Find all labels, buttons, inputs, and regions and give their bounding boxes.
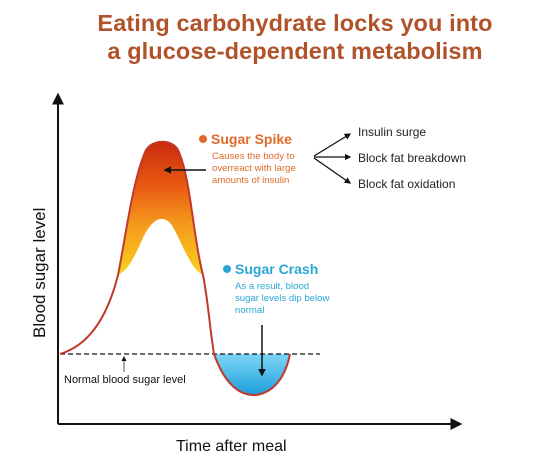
sugar-spike-desc-1: Causes the body to — [212, 151, 295, 162]
x-axis-label: Time after meal — [176, 438, 287, 455]
effect-block-fat-oxidation: Block fat oxidation — [358, 177, 456, 191]
sugar-crash-dot — [223, 265, 231, 273]
effect-arrow-3 — [313, 157, 352, 184]
normal-level-label: Normal blood sugar level — [64, 374, 186, 386]
sugar-spike-desc-2: overreact with large — [212, 163, 296, 174]
sugar-spike-fill — [118, 141, 203, 275]
sugar-crash-desc-2: sugar levels dip below — [235, 293, 330, 304]
sugar-crash-desc-1: As a result, blood — [235, 281, 310, 292]
y-axis-label: Blood sugar level — [30, 207, 49, 338]
sugar-crash-fill — [214, 354, 290, 396]
sugar-crash-desc-3: normal — [235, 305, 265, 316]
sugar-crash-title: Sugar Crash — [235, 261, 319, 277]
sugar-spike-dot — [199, 135, 207, 143]
sugar-spike-desc-3: amounts of insulin — [212, 175, 290, 186]
effect-insulin-surge: Insulin surge — [358, 125, 427, 139]
sugar-spike-title: Sugar Spike — [211, 131, 292, 147]
title-line-1: Eating carbohydrate locks you into — [97, 10, 493, 36]
effect-arrow-1 — [313, 133, 352, 157]
effect-block-fat-breakdown: Block fat breakdown — [358, 151, 467, 165]
blood-sugar-curve — [59, 140, 291, 397]
title-line-2: a glucose-dependent metabolism — [107, 38, 483, 64]
